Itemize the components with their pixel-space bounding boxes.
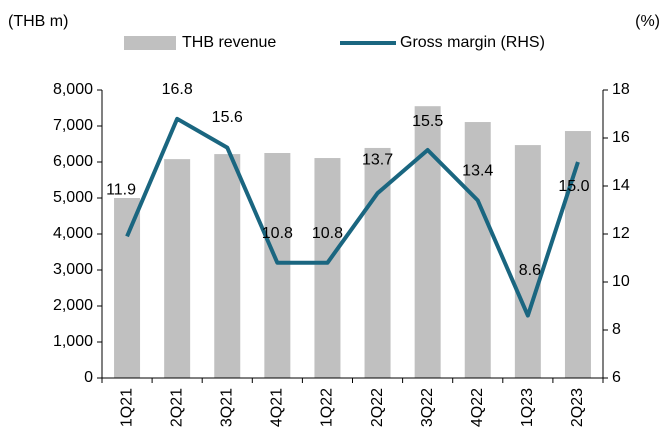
bar (114, 198, 141, 378)
data-label: 13.7 (362, 151, 393, 168)
data-label: 10.8 (312, 225, 343, 242)
y-tick-label: 8,000 (53, 81, 93, 98)
bar (164, 159, 191, 378)
x-tick-label: 4Q22 (469, 388, 486, 427)
bar (514, 145, 541, 378)
bar (214, 154, 241, 378)
data-label: 10.8 (262, 225, 293, 242)
data-label: 13.4 (462, 163, 493, 180)
left-axis-label: (THB m) (8, 13, 68, 30)
x-tick-label: 1Q23 (519, 388, 536, 427)
data-label: 15.5 (412, 113, 443, 130)
data-label: 11.9 (106, 182, 136, 199)
data-label: 15.6 (212, 109, 243, 126)
x-tick-label: 2Q23 (569, 388, 586, 427)
bar (464, 122, 491, 378)
legend-swatch (124, 36, 176, 50)
x-tick-label: 1Q22 (319, 388, 336, 427)
y2-tick-label: 10 (612, 273, 630, 290)
bar (264, 153, 291, 378)
line (125, 116, 580, 318)
y-tick-label: 5,000 (53, 189, 93, 206)
y-tick-label: 6,000 (53, 153, 93, 170)
y-tick-label: 1,000 (53, 333, 93, 350)
y-tick-label: 4,000 (53, 225, 93, 242)
y2-tick-label: 12 (612, 225, 630, 242)
bar (314, 158, 341, 378)
y-tick-label: 7,000 (53, 117, 93, 134)
x-tick-label: 1Q21 (118, 388, 135, 427)
data-label: 16.8 (162, 81, 193, 98)
y-tick-label: 3,000 (53, 261, 93, 278)
y2-tick-label: 8 (612, 321, 621, 338)
legend-label: THB revenue (182, 34, 276, 51)
bar (364, 147, 391, 378)
x-tick-label: 2Q21 (168, 388, 185, 427)
x-tick-label: 4Q21 (269, 388, 286, 427)
bar (564, 131, 591, 378)
x-tick-label: 2Q22 (369, 388, 386, 427)
y2-tick-label: 16 (612, 129, 630, 146)
right-axis-label: (%) (635, 13, 660, 30)
legend-label: Gross margin (RHS) (400, 34, 545, 51)
data-label: 8.6 (519, 262, 541, 279)
bar (414, 106, 441, 378)
y2-tick-label: 18 (612, 81, 630, 98)
data-label: 15.0 (558, 178, 589, 195)
x-tick-label: 3Q21 (218, 388, 235, 427)
y2-tick-label: 6 (612, 369, 621, 386)
y2-tick-label: 14 (612, 177, 630, 194)
y-tick-label: 0 (84, 369, 93, 386)
y-tick-label: 2,000 (53, 297, 93, 314)
x-tick-label: 3Q22 (419, 388, 436, 427)
